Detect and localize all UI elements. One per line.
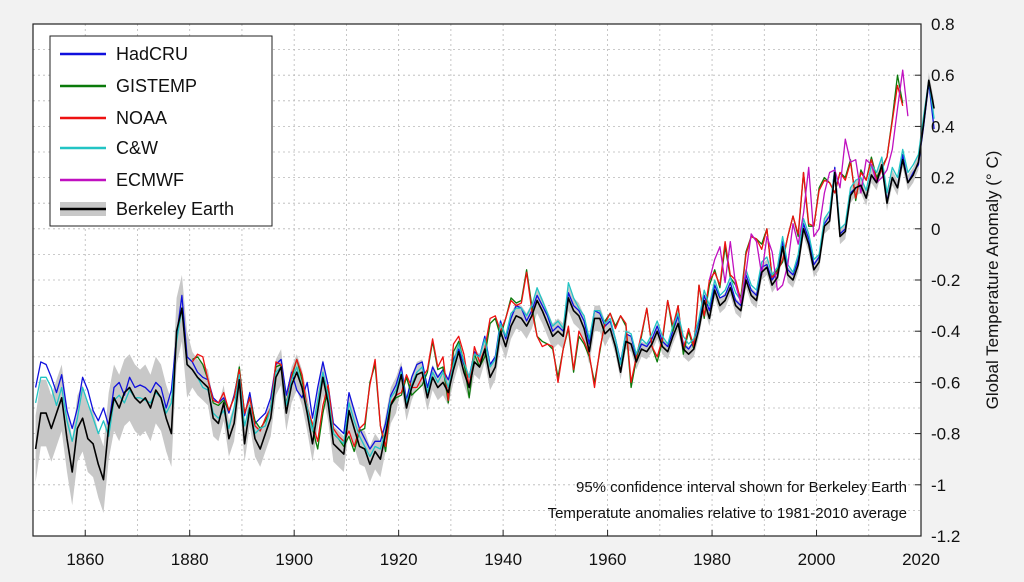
y-axis-label: Global Temperature Anomaly (° C)	[983, 151, 1002, 410]
y-tick-label: -0.2	[931, 271, 960, 290]
legend-label-cw: C&W	[116, 138, 158, 158]
legend-label-ecmwf: ECMWF	[116, 170, 184, 190]
x-tick-label: 1860	[66, 550, 104, 569]
note-baseline: Temperatute anomalies relative to 1981-2…	[548, 505, 907, 522]
y-gridlines	[33, 49, 921, 511]
x-tick-label: 2020	[902, 550, 940, 569]
x-axis-ticks: 1860 1880 1900 1920 1940 1960 1980 2000 2020	[66, 530, 940, 569]
x-tick-label: 1960	[589, 550, 627, 569]
y-tick-label: -0.8	[931, 425, 960, 444]
y-tick-label: 0.4	[931, 117, 955, 136]
x-tick-label: 1980	[693, 550, 731, 569]
y-tick-label: -0.4	[931, 322, 960, 341]
legend-label-noaa: NOAA	[116, 108, 167, 128]
note-confidence-interval: 95% confidence interval shown for Berkel…	[576, 479, 907, 496]
y-tick-label: -1	[931, 476, 946, 495]
x-tick-label: 1880	[171, 550, 209, 569]
legend-label-hadcru: HadCRU	[116, 44, 188, 64]
y-tick-label: 0.8	[931, 15, 955, 34]
y-tick-label: 0	[931, 220, 940, 239]
y-tick-label: -1.2	[931, 527, 960, 546]
y-tick-label: 0.6	[931, 66, 955, 85]
legend-box	[49, 35, 273, 227]
x-tick-label: 1900	[275, 550, 313, 569]
x-tick-label: 1940	[484, 550, 522, 569]
series-line-berkeley-earth	[34, 79, 935, 481]
y-axis-ticks: 0.8 0.6 0.4 0.2 0 -0.2 -0.4 -0.6 -0.8 -1 -1.2	[915, 15, 960, 546]
x-tick-label: 2000	[798, 550, 836, 569]
legend-label-gistemp: GISTEMP	[116, 76, 197, 96]
series-layer	[34, 69, 935, 481]
series-line-ecmwf	[708, 69, 909, 304]
legend: HadCRU GISTEMP NOAA C&W ECMWF Berkeley E…	[49, 35, 273, 227]
y-tick-label: 0.2	[931, 169, 955, 188]
y-tick-label: -0.6	[931, 373, 960, 392]
legend-label-berkeley: Berkeley Earth	[116, 199, 234, 219]
x-tick-label: 1920	[380, 550, 418, 569]
